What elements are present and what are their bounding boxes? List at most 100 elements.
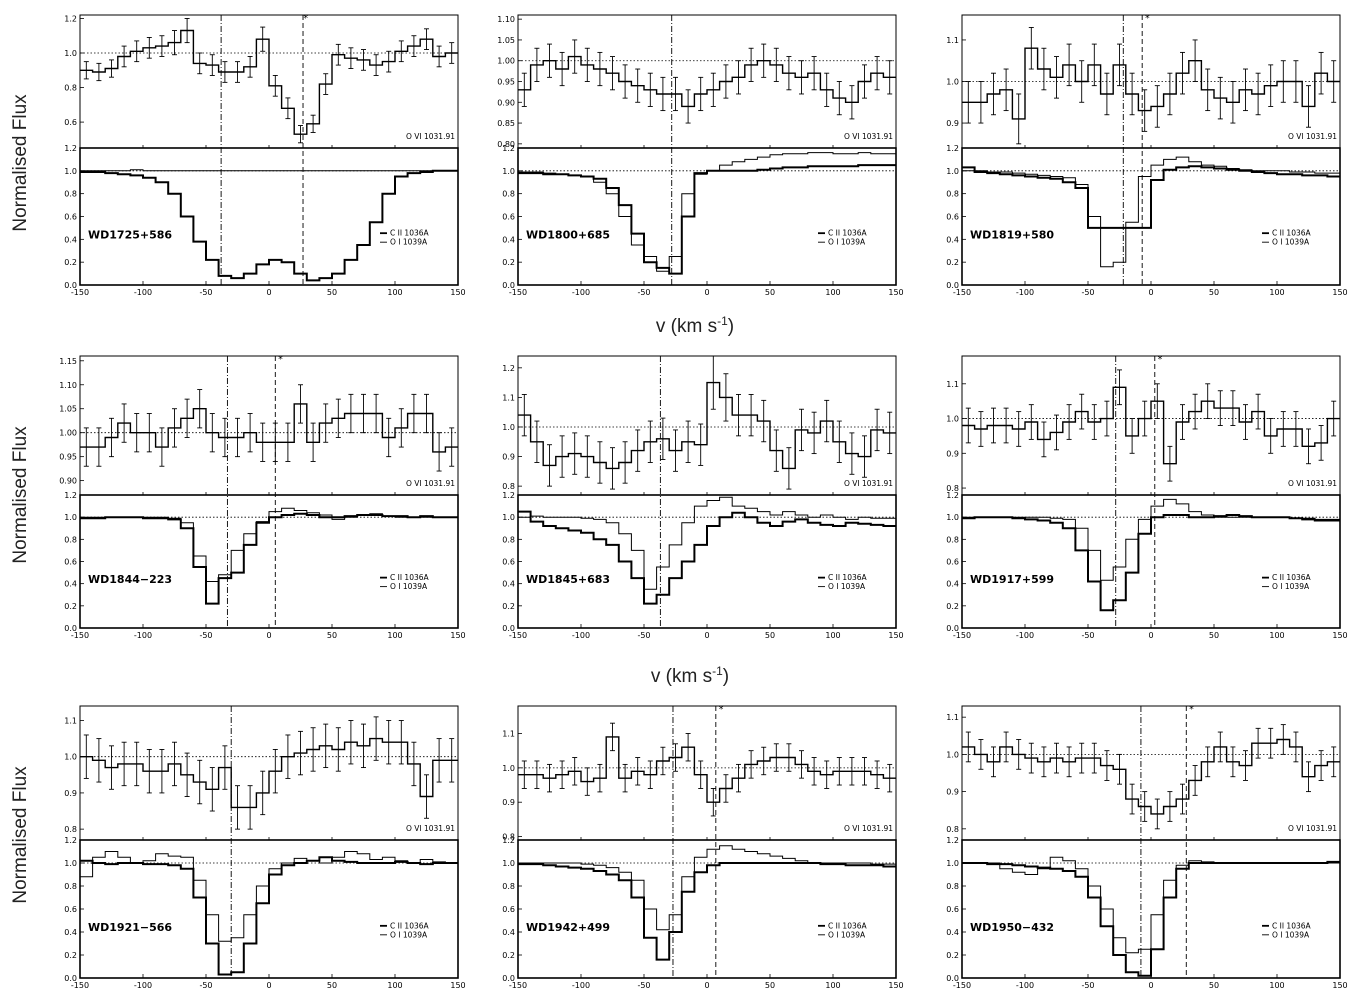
ovi-line-label: O VI 1031.91: [406, 132, 455, 141]
top-y-tick-label: 1.10: [497, 15, 515, 24]
ovi-line-label: O VI 1031.91: [406, 824, 455, 833]
cii-spectrum: [518, 164, 896, 275]
oi-spectrum: [80, 169, 458, 172]
bottom-y-tick-label: 0.2: [946, 602, 959, 611]
x-tick-label: 50: [1209, 631, 1219, 640]
legend-label: O I 1039A: [828, 238, 866, 247]
ovi-spectrum: [962, 738, 1340, 815]
cii-spectrum: [80, 512, 458, 605]
x-tick-label: -150: [71, 981, 89, 990]
bottom-y-tick-label: 0.4: [946, 580, 959, 589]
bottom-y-tick-label: 1.2: [64, 491, 77, 500]
bottom-y-tick-label: 1.0: [502, 167, 515, 176]
x-tick-label: -150: [953, 288, 971, 297]
panel-4: *0.900.951.001.051.101.150.00.20.40.60.8…: [59, 355, 465, 640]
x-tick-label: 0: [1148, 631, 1153, 640]
ovi-line-label: O VI 1031.91: [844, 824, 893, 833]
top-y-tick-label: 1.0: [64, 49, 77, 58]
x-tick-label: 0: [266, 631, 271, 640]
x-tick-label: 50: [765, 631, 775, 640]
x-tick-label: 100: [825, 631, 840, 640]
legend-label: C II 1036A: [1272, 921, 1312, 930]
bottom-y-tick-label: 0.6: [946, 558, 959, 567]
object-name: WD1725+586: [88, 228, 172, 241]
object-name: WD1921−566: [88, 921, 172, 934]
cii-spectrum: [962, 860, 1340, 977]
top-y-tick-label: 0.80: [497, 140, 515, 149]
bottom-y-tick-label: 0.6: [946, 905, 959, 914]
bottom-y-tick-label: 0.4: [502, 928, 515, 937]
bottom-y-tick-label: 0.2: [946, 951, 959, 960]
bottom-y-tick-label: 0.0: [502, 974, 515, 983]
top-y-tick-label: 1.1: [502, 729, 515, 738]
x-tick-label: 100: [1269, 631, 1284, 640]
x-tick-label: -150: [509, 981, 527, 990]
object-name: WD1844−223: [88, 573, 172, 586]
bottom-y-tick-label: 1.0: [946, 167, 959, 176]
x-tick-label: 50: [1209, 288, 1219, 297]
top-y-tick-label: 0.8: [946, 825, 959, 834]
top-y-tick-label: 1.2: [502, 364, 515, 373]
x-tick-label: -50: [1081, 631, 1094, 640]
top-y-tick-label: 1.0: [946, 78, 959, 87]
x-tick-label: 50: [765, 288, 775, 297]
ovi-line-label: O VI 1031.91: [844, 132, 893, 141]
ovi-spectrum: [518, 381, 896, 470]
object-name: WD1917+599: [970, 573, 1054, 586]
top-y-tick-label: 1.00: [59, 429, 77, 438]
x-tick-label: -50: [199, 631, 212, 640]
top-y-tick-label: 1.15: [59, 357, 77, 366]
x-tick-label: 50: [327, 981, 337, 990]
bottom-frame: [517, 839, 897, 979]
bottom-y-tick-label: 1.0: [64, 859, 77, 868]
top-y-tick-label: 0.9: [946, 449, 959, 458]
panel-3: * 0.9 1.0 1.1 0.0 0.2 0.4 0.6 0.8 1.0 1.2 -150 -100 -…: [946, 14, 1347, 297]
x-axis-title-text: v (km s: [656, 316, 717, 337]
bottom-y-tick-label: 0.0: [946, 624, 959, 633]
top-y-tick-label: 1.10: [59, 381, 77, 390]
x-tick-label: -50: [637, 981, 650, 990]
top-y-tick-label: 1.2: [64, 14, 77, 23]
bottom-y-tick-label: 0.4: [64, 928, 77, 937]
x-tick-label: -100: [572, 288, 590, 297]
x-axis-title-sup: -1: [717, 314, 728, 328]
top-y-tick-label: 0.9: [64, 789, 77, 798]
panel-6: * 0.8 0.9 1.0 1.1 0.0 0.2 0.4 0.6 0.8 1.0 1.2 -150 -1…: [946, 355, 1347, 640]
bottom-y-tick-label: 0.6: [64, 905, 77, 914]
y-axis-title-row-3: Normalised Flux: [10, 766, 31, 904]
bottom-y-tick-label: 1.2: [946, 144, 959, 153]
x-tick-label: 150: [1332, 631, 1347, 640]
x-axis-title-text: v (km s: [651, 666, 712, 687]
bottom-y-tick-label: 0.4: [502, 580, 515, 589]
object-name: WD1845+683: [526, 573, 610, 586]
bottom-y-tick-label: 0.4: [64, 235, 77, 244]
ovi-line-label: O VI 1031.91: [1288, 824, 1337, 833]
top-y-tick-label: 0.9: [946, 788, 959, 797]
bottom-y-tick-label: 1.2: [502, 491, 515, 500]
ovi-line-label: O VI 1031.91: [1288, 132, 1337, 141]
bottom-y-tick-label: 0.8: [502, 535, 515, 544]
x-tick-label: -100: [1016, 981, 1034, 990]
ovi-spectrum: [80, 29, 458, 135]
x-tick-label: -50: [1081, 981, 1094, 990]
top-y-tick-label: 1.0: [946, 415, 959, 424]
bottom-y-tick-label: 0.6: [64, 213, 77, 222]
x-tick-label: 100: [1269, 981, 1284, 990]
legend-label: O I 1039A: [1272, 930, 1310, 939]
bottom-y-tick-label: 0.0: [64, 281, 77, 290]
oi-spectrum: [518, 496, 896, 590]
legend-label: O I 1039A: [828, 930, 866, 939]
bottom-y-tick-label: 0.2: [502, 258, 515, 267]
legend-label: O I 1039A: [1272, 582, 1310, 591]
oi-spectrum: [962, 156, 1340, 268]
top-y-tick-label: 1.05: [59, 405, 77, 414]
x-tick-label: -100: [134, 631, 152, 640]
x-tick-label: 0: [1148, 981, 1153, 990]
legend-label: C II 1036A: [828, 229, 868, 238]
top-y-tick-label: 0.8: [946, 484, 959, 493]
legend-label: C II 1036A: [1272, 229, 1312, 238]
top-y-tick-label: 1.0: [502, 764, 515, 773]
bottom-y-tick-label: 0.8: [502, 882, 515, 891]
bottom-y-tick-label: 0.0: [502, 281, 515, 290]
